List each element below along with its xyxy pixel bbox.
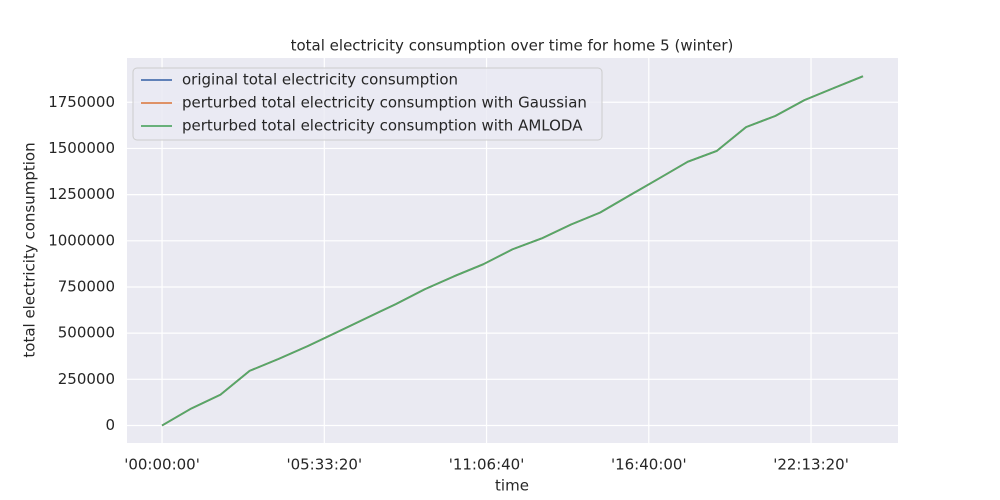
x-tick-label: '11:06:40': [449, 456, 525, 474]
y-tick-label: 1750000: [48, 93, 115, 111]
series-line: [161, 75, 864, 427]
y-axis-label: total electricity consumption: [21, 142, 39, 357]
legend-label: perturbed total electricity consumption …: [182, 94, 587, 112]
y-tick-label: 1500000: [48, 139, 115, 157]
x-tick-label: '05:33:20': [286, 456, 362, 474]
x-tick-label: '16:40:00': [611, 456, 687, 474]
x-tick-label: '00:00:00': [124, 456, 200, 474]
y-tick-label: 500000: [58, 324, 115, 342]
legend-box: [132, 67, 603, 141]
y-tick-label: 1000000: [48, 231, 115, 249]
y-tick-label: 250000: [58, 370, 115, 388]
legend-label: original total electricity consumption: [182, 71, 458, 89]
x-tick-label: '22:13:20': [773, 456, 849, 474]
y-tick-label: 750000: [58, 277, 115, 295]
legend: original total electricity consumption pe…: [132, 67, 603, 141]
y-tick-label: 1250000: [48, 185, 115, 203]
x-axis-label: time: [495, 477, 529, 495]
chart-title: total electricity consumption over time …: [291, 37, 734, 55]
y-tick-label: 0: [105, 416, 115, 434]
legend-label: perturbed total electricity consumption …: [182, 117, 583, 135]
